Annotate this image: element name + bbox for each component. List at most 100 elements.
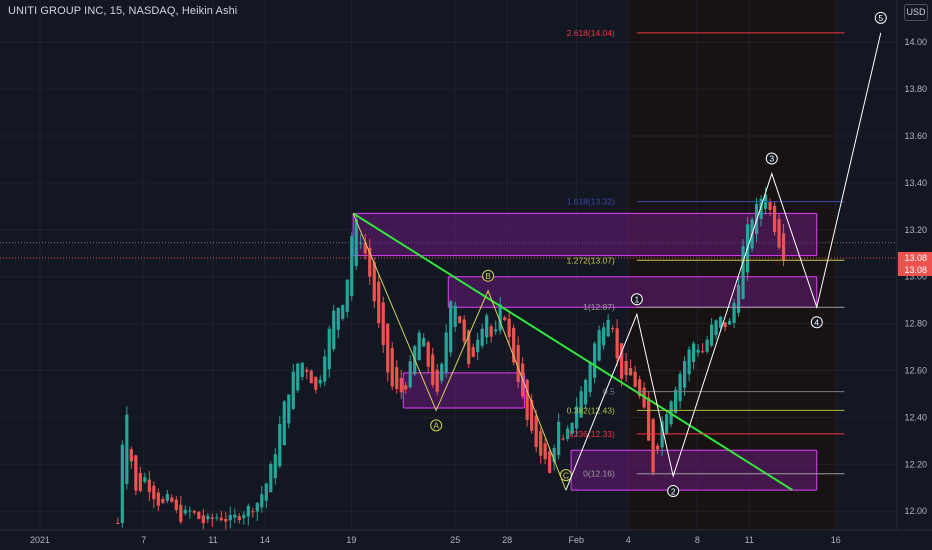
candle-body (332, 310, 336, 349)
price-axis-tick-label: 12.20 (904, 459, 927, 469)
candle-body (696, 349, 700, 353)
candle-body (426, 342, 430, 367)
candle-body (417, 332, 421, 361)
candle-body (399, 378, 403, 393)
candle-body (273, 454, 277, 479)
candle-body (242, 514, 246, 519)
candle-body (759, 198, 763, 219)
candle-body (251, 511, 255, 513)
candle-body (620, 343, 624, 379)
candle-body (624, 361, 628, 376)
candle-body (539, 431, 543, 456)
candle-body (264, 483, 268, 501)
candle-body (368, 247, 372, 277)
candle-body (260, 494, 264, 508)
candle-body (507, 318, 511, 337)
time-axis-tick-label: 2021 (30, 535, 50, 545)
impulse-wave-label-circle (667, 485, 680, 498)
candle-body (665, 414, 669, 435)
candle-body (359, 242, 363, 244)
chart-title: UNITI GROUP INC, 15, NASDAQ, Heikin Ashi (8, 5, 238, 17)
candle-body (682, 361, 687, 388)
time-axis-tick-label: 4 (626, 535, 631, 545)
candle-body (458, 316, 462, 323)
candle-body (233, 514, 237, 518)
candle-body (575, 406, 579, 429)
current-price-label: 13.08 (904, 265, 927, 275)
candle-body (354, 219, 358, 266)
candle-body (525, 380, 529, 420)
candle-body (161, 499, 165, 503)
candle-body (278, 423, 282, 467)
candle-body (557, 421, 561, 456)
candle-body (741, 246, 745, 299)
price-axis-tick-label: 13.80 (904, 84, 927, 94)
candle-body (687, 349, 691, 375)
candle-body (444, 332, 448, 373)
candle-body (408, 361, 412, 388)
impulse-wave-label: 2 (671, 486, 676, 496)
candle-body (467, 330, 471, 364)
candle-body (183, 509, 187, 514)
candle-body (656, 445, 660, 450)
supply-demand-zone (447, 276, 818, 308)
currency-badge[interactable]: USD (904, 4, 928, 21)
price-axis-tick-label: 12.40 (904, 412, 927, 422)
candle-body (269, 464, 273, 493)
candle-body (485, 315, 489, 338)
price-axis-tick-label: 13.40 (904, 178, 927, 188)
price-axis-tick-label: 13.00 (904, 272, 927, 282)
candle-body (390, 348, 394, 387)
candle-body (345, 279, 349, 312)
candle-body (192, 510, 196, 513)
corrective-wave-path (352, 213, 567, 491)
candle-body (602, 327, 606, 346)
candle-body (327, 328, 331, 370)
candle-body (629, 368, 633, 376)
corrective-wave-label-circle (430, 419, 443, 432)
candle-body (188, 510, 192, 512)
candle-body (287, 394, 291, 424)
candle-body (152, 485, 156, 500)
time-axis-tick-label: 25 (450, 535, 460, 545)
candle-body (768, 201, 772, 211)
current-price-badge (898, 263, 932, 276)
candle-body (543, 443, 547, 460)
candle-body (633, 371, 637, 387)
candle-body (700, 351, 705, 353)
candle-body (143, 477, 147, 482)
candle-body (134, 455, 138, 491)
candle-body (727, 320, 732, 325)
candle-body (125, 414, 129, 484)
candle-body (341, 305, 345, 319)
candle-body (435, 369, 439, 392)
corrective-wave-label: A (433, 421, 439, 431)
candle-body (372, 262, 376, 302)
candle-body (471, 347, 475, 357)
candle-body (228, 515, 232, 521)
time-axis-background (0, 531, 932, 550)
candle-body (422, 338, 426, 347)
candle-body (660, 421, 664, 448)
candle-body (674, 389, 678, 413)
candle-body (363, 242, 367, 254)
candle-body (566, 428, 570, 440)
candle-body (156, 492, 160, 506)
candle-body (170, 497, 174, 502)
candle-body (210, 517, 214, 519)
candle-body (606, 319, 610, 337)
corrective-wave-label-circle (559, 469, 572, 482)
candle-body (179, 504, 183, 522)
candle-body (489, 326, 493, 337)
candle-body (498, 304, 502, 331)
candle-body (165, 494, 169, 501)
candle-body (449, 301, 453, 353)
time-axis-tick-label: Feb (569, 535, 585, 545)
corrective-wave-label: B (485, 271, 491, 281)
candle-body (691, 343, 696, 362)
candle-body (516, 345, 520, 383)
candle-body (584, 379, 588, 405)
candle-body (570, 422, 574, 434)
